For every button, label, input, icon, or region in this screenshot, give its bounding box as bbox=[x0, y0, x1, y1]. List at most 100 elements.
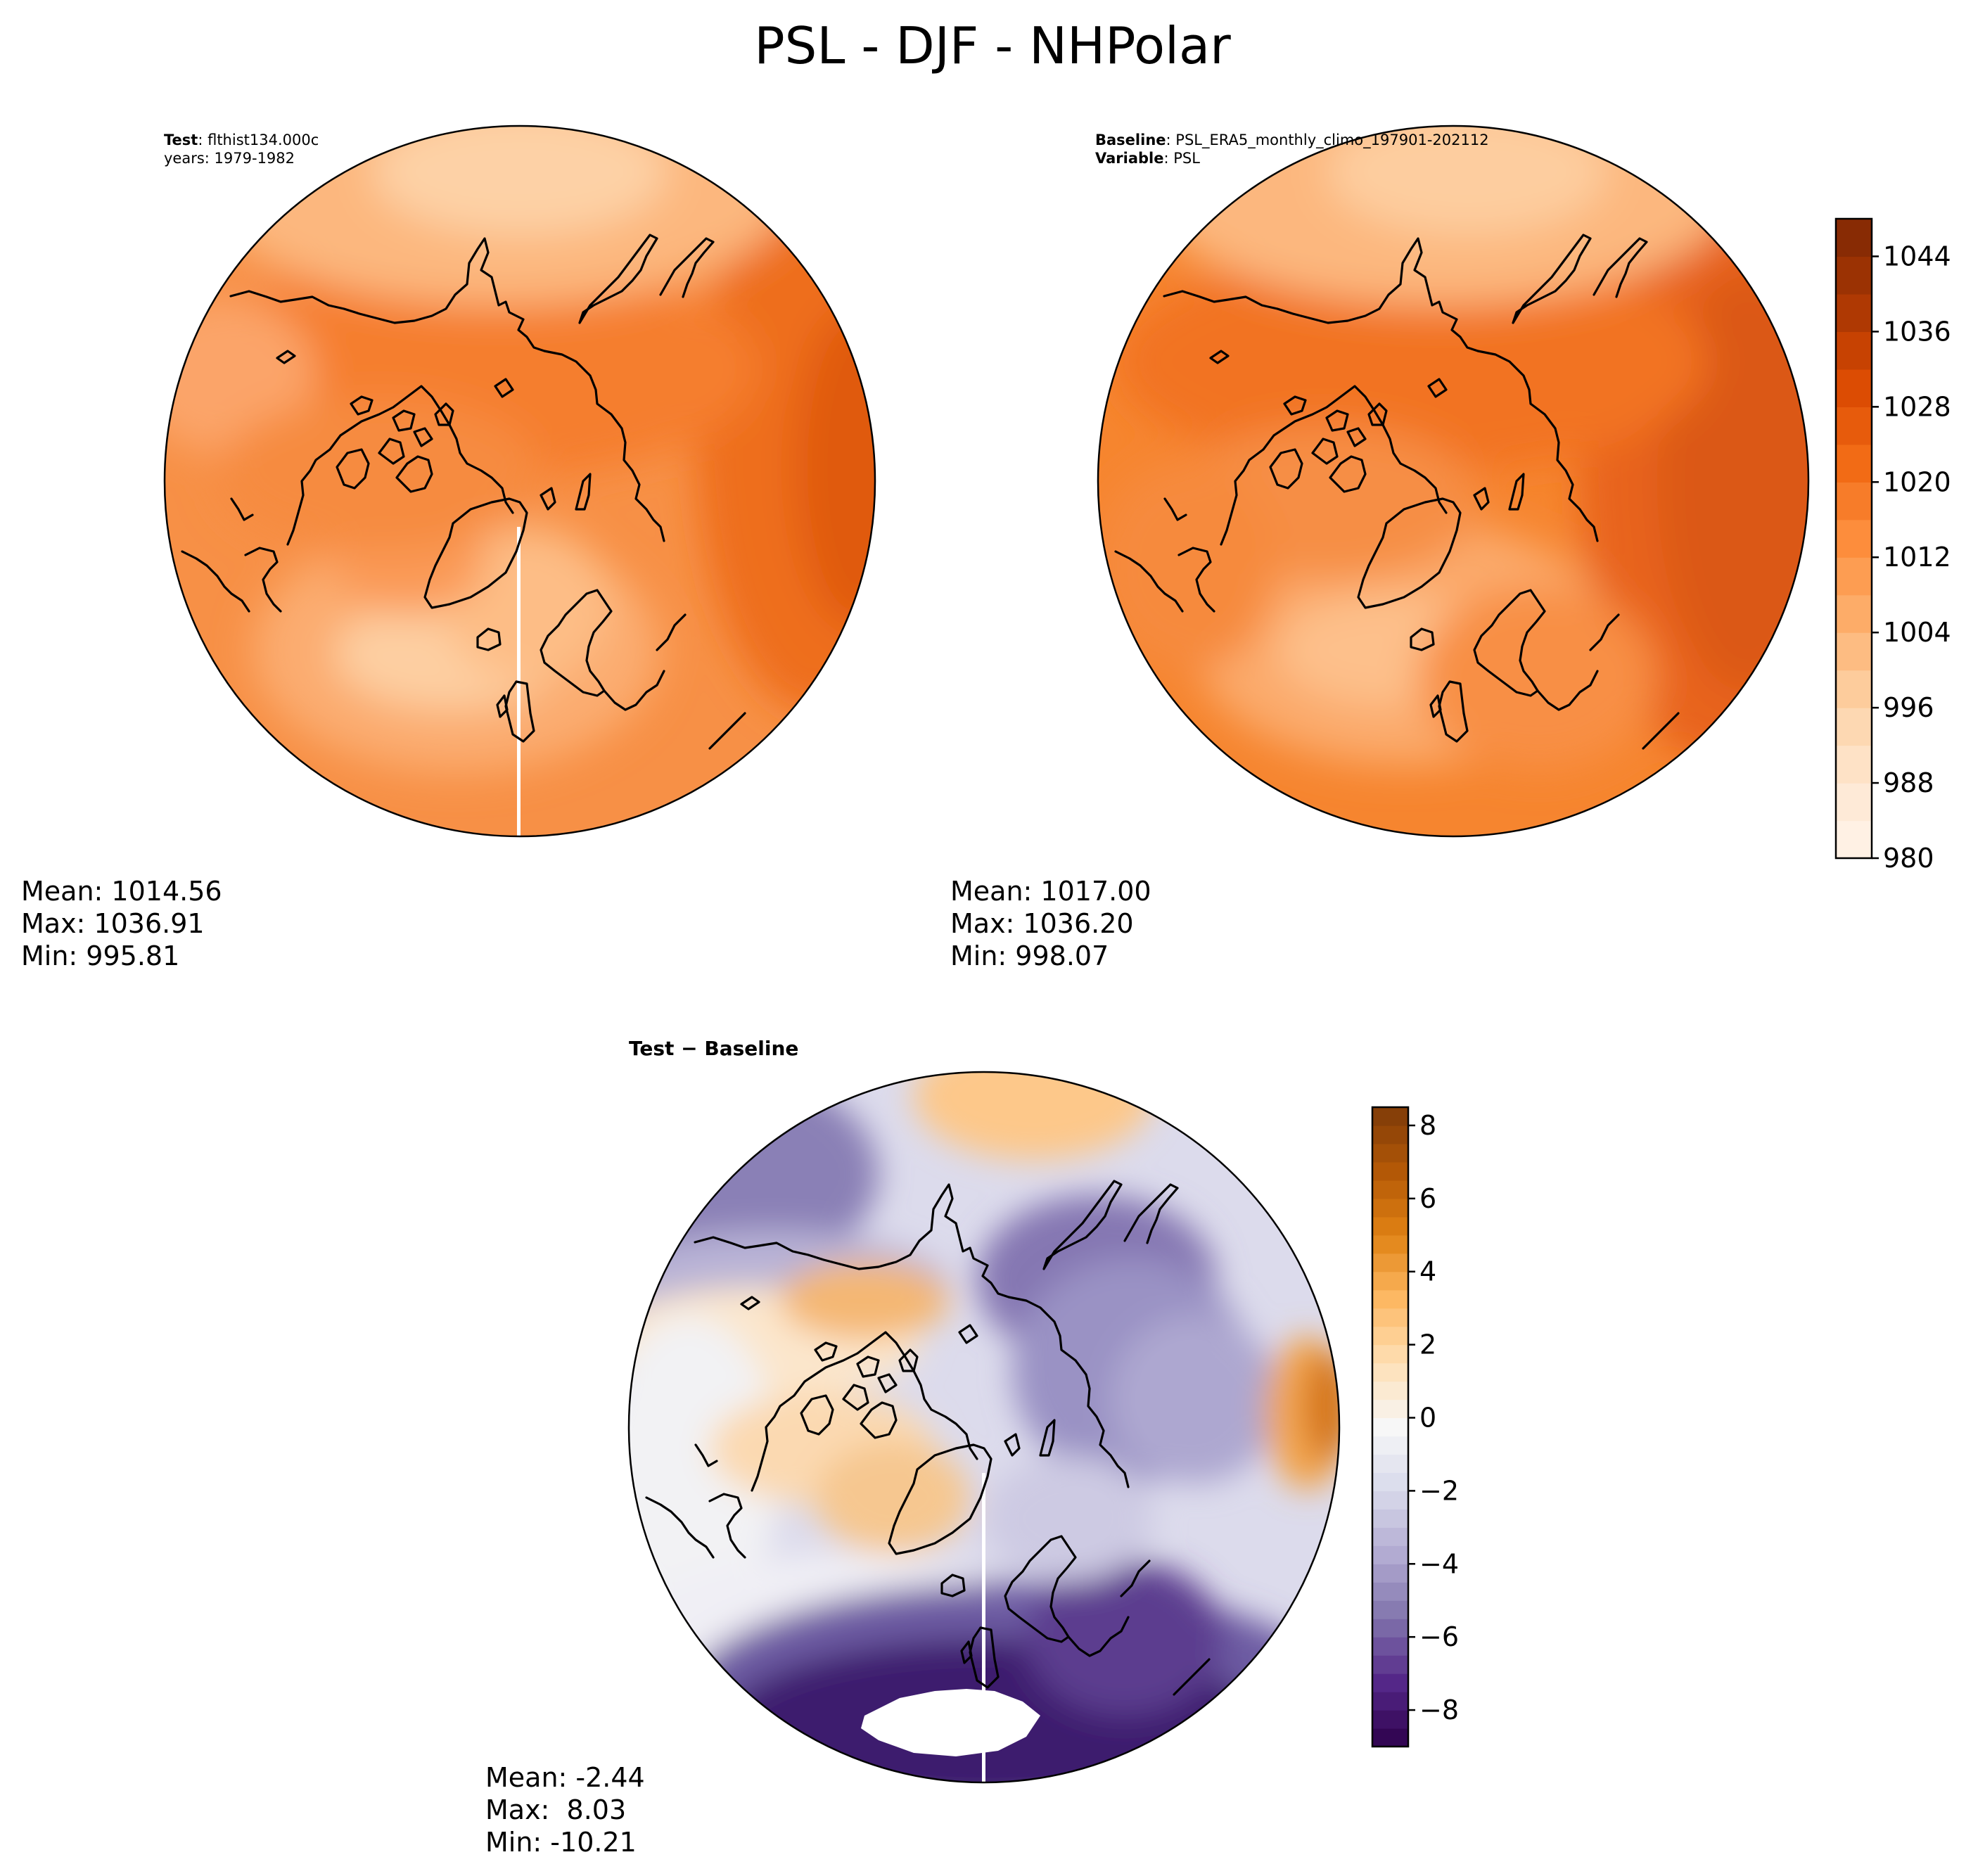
colorbar-band bbox=[1836, 482, 1872, 521]
map-test bbox=[163, 125, 876, 838]
test-min: Min: 995.81 bbox=[21, 940, 180, 971]
colorbar-band bbox=[1372, 1234, 1408, 1254]
test-max: Max: 1036.91 bbox=[21, 908, 205, 939]
diff-max: Max: 8.03 bbox=[485, 1794, 627, 1825]
colorbar-band bbox=[1836, 519, 1872, 558]
colorbar-band bbox=[1836, 594, 1872, 633]
colorbar-band bbox=[1836, 444, 1872, 483]
colorbar-tick-label: 1004 bbox=[1883, 617, 1951, 648]
colorbar-band bbox=[1372, 1125, 1408, 1144]
colorbar-band bbox=[1372, 1710, 1408, 1729]
colorbar-band bbox=[1836, 745, 1872, 784]
test-mean: Mean: 1014.56 bbox=[21, 876, 222, 907]
colorbar-band bbox=[1372, 1619, 1408, 1638]
test-label: Test: flthist134.000c bbox=[164, 131, 319, 149]
colorbar-band bbox=[1372, 1600, 1408, 1619]
colorbar-frame bbox=[1834, 217, 1873, 860]
baseline-min: Min: 998.07 bbox=[950, 940, 1109, 971]
colorbar-tick-label: 996 bbox=[1883, 692, 1934, 723]
colorbar-tick-label: 0 bbox=[1419, 1403, 1436, 1434]
colorbar-band bbox=[1372, 1399, 1408, 1419]
colorbar-band bbox=[1372, 1198, 1408, 1218]
baseline-max: Max: 1036.20 bbox=[950, 908, 1134, 939]
variable-sep: : bbox=[1163, 150, 1174, 167]
baseline-label: Baseline: PSL_ERA5_monthly_climo_197901-… bbox=[1095, 131, 1489, 149]
colorbar-tick-label: 1028 bbox=[1883, 391, 1951, 422]
colorbar-band bbox=[1836, 708, 1872, 746]
colorbar-frame bbox=[1371, 1106, 1410, 1748]
colorbar-band bbox=[1836, 219, 1872, 257]
baseline-variable: Variable: PSL bbox=[1095, 149, 1200, 167]
baseline-mean: Mean: 1017.00 bbox=[950, 876, 1151, 907]
colorbar-band bbox=[1372, 1655, 1408, 1674]
colorbar-band bbox=[1372, 1673, 1408, 1692]
test-label-sep: : bbox=[198, 132, 208, 148]
colorbar-tick-label: −6 bbox=[1419, 1621, 1459, 1652]
colorbar-tick-label: 4 bbox=[1419, 1256, 1436, 1287]
colorbar-band bbox=[1836, 369, 1872, 407]
colorbar-tick-label: 1020 bbox=[1883, 466, 1951, 497]
colorbar-tick-label: 1036 bbox=[1883, 316, 1951, 347]
colorbar-band bbox=[1836, 407, 1872, 445]
colorbar-band bbox=[1372, 1417, 1408, 1437]
colorbar-band bbox=[1836, 331, 1872, 370]
colorbar-band bbox=[1372, 1107, 1408, 1126]
test-label-key: Test bbox=[164, 132, 198, 148]
colorbar-band bbox=[1372, 1381, 1408, 1400]
colorbar-band bbox=[1372, 1692, 1408, 1711]
colorbar-band bbox=[1836, 783, 1872, 822]
map-baseline bbox=[1097, 125, 1810, 838]
variable-value: PSL bbox=[1173, 150, 1200, 167]
colorbar-band bbox=[1372, 1509, 1408, 1528]
colorbar-band bbox=[1372, 1344, 1408, 1364]
colorbar-band bbox=[1372, 1728, 1408, 1747]
colorbar-band bbox=[1836, 670, 1872, 708]
colorbar-band bbox=[1836, 256, 1872, 295]
colorbar-band bbox=[1372, 1289, 1408, 1309]
colorbar-tick-label: −8 bbox=[1419, 1695, 1459, 1725]
colorbar-band bbox=[1372, 1161, 1408, 1181]
colorbar-band bbox=[1372, 1582, 1408, 1601]
baseline-label-key: Baseline bbox=[1095, 132, 1166, 148]
colorbar-band bbox=[1372, 1564, 1408, 1583]
colorbar-band bbox=[1372, 1271, 1408, 1291]
colorbar-band bbox=[1372, 1454, 1408, 1474]
colorbar-band bbox=[1836, 293, 1872, 333]
colorbar-band bbox=[1836, 632, 1872, 671]
colorbar-band bbox=[1372, 1363, 1408, 1382]
test-years: years: 1979-1982 bbox=[164, 150, 295, 167]
colorbar-band bbox=[1836, 820, 1872, 859]
colorbar-tick-label: 988 bbox=[1883, 767, 1934, 798]
colorbar-band bbox=[1372, 1472, 1408, 1491]
test-case-name: flthist134.000c bbox=[208, 132, 319, 148]
colorbar-band bbox=[1372, 1637, 1408, 1656]
colorbar-band bbox=[1372, 1527, 1408, 1546]
baseline-case-name: PSL_ERA5_monthly_climo_197901-202112 bbox=[1175, 132, 1489, 148]
colorbar-band bbox=[1372, 1491, 1408, 1510]
colorbar-band bbox=[1372, 1308, 1408, 1327]
colorbar-tick-label: 980 bbox=[1883, 843, 1934, 874]
colorbar-band bbox=[1372, 1326, 1408, 1346]
difference-title: Test − Baseline bbox=[629, 1037, 799, 1060]
colorbar-tick-label: 8 bbox=[1419, 1110, 1436, 1141]
colorbar-tick-label: 1012 bbox=[1883, 542, 1951, 573]
colorbar-band bbox=[1372, 1436, 1408, 1455]
colorbar-psl: 980 988 996 1004 1012 1020 1028 1036 1044 bbox=[1834, 217, 1951, 874]
map-difference bbox=[627, 1071, 1341, 1784]
figure-title: PSL - DJF - NHPolar bbox=[754, 16, 1231, 75]
colorbar-tick-label: 1044 bbox=[1883, 241, 1951, 272]
colorbar-band bbox=[1372, 1143, 1408, 1163]
colorbar-band bbox=[1372, 1216, 1408, 1236]
baseline-label-sep: : bbox=[1166, 132, 1176, 148]
colorbar-band bbox=[1372, 1545, 1408, 1564]
colorbar-tick-label: −2 bbox=[1419, 1475, 1459, 1506]
colorbar-difference: 8 6 4 2 0 −2 −4 −6 −8 bbox=[1371, 1106, 1459, 1748]
colorbar-tick-label: 2 bbox=[1419, 1329, 1436, 1360]
colorbar-band bbox=[1372, 1180, 1408, 1199]
colorbar-band bbox=[1836, 557, 1872, 596]
diff-min: Min: -10.21 bbox=[485, 1827, 637, 1858]
colorbar-tick-label: 6 bbox=[1419, 1183, 1436, 1214]
colorbar-tick-label: −4 bbox=[1419, 1548, 1459, 1579]
diff-mean: Mean: -2.44 bbox=[485, 1762, 645, 1793]
